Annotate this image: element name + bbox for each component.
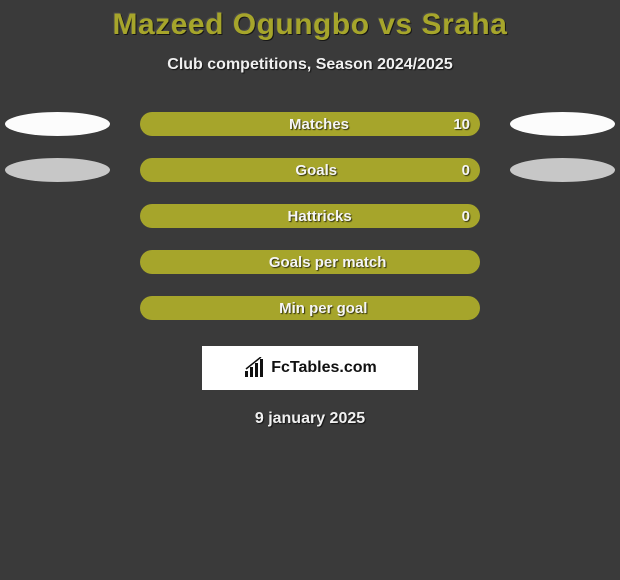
- stat-label: Min per goal: [279, 300, 367, 317]
- right-ellipse: [510, 158, 615, 182]
- stat-row: Matches 10: [0, 112, 620, 136]
- stat-row: Goals per match: [0, 250, 620, 274]
- right-ellipse: [510, 296, 615, 320]
- left-ellipse: [5, 296, 110, 320]
- comparison-card: Mazeed Ogungbo vs Sraha Club competition…: [0, 0, 620, 580]
- subtitle: Club competitions, Season 2024/2025: [0, 56, 620, 74]
- right-ellipse: [510, 250, 615, 274]
- right-ellipse: [510, 112, 615, 136]
- left-ellipse: [5, 112, 110, 136]
- stat-bar: Matches 10: [140, 112, 480, 136]
- stat-rows: Matches 10 Goals 0 Hattricks 0 Goals per match…: [0, 112, 620, 320]
- stat-value: 0: [462, 208, 470, 225]
- date-label: 9 january 2025: [0, 410, 620, 428]
- stat-bar: Goals per match: [140, 250, 480, 274]
- stat-value: 10: [453, 116, 470, 133]
- stat-bar: Goals 0: [140, 158, 480, 182]
- left-ellipse: [5, 250, 110, 274]
- logo-box: FcTables.com: [202, 346, 418, 390]
- stat-value: 0: [462, 162, 470, 179]
- stat-label: Goals: [295, 162, 337, 179]
- stat-bar: Hattricks 0: [140, 204, 480, 228]
- page-title: Mazeed Ogungbo vs Sraha: [0, 8, 620, 42]
- logo: FcTables.com: [243, 357, 377, 379]
- left-ellipse: [5, 158, 110, 182]
- chart-icon: [243, 357, 267, 379]
- stat-row: Hattricks 0: [0, 204, 620, 228]
- right-ellipse: [510, 204, 615, 228]
- stat-bar: Min per goal: [140, 296, 480, 320]
- stat-row: Goals 0: [0, 158, 620, 182]
- stat-label: Hattricks: [288, 208, 352, 225]
- left-ellipse: [5, 204, 110, 228]
- stat-label: Goals per match: [269, 254, 387, 271]
- logo-text: FcTables.com: [271, 359, 377, 377]
- stat-label: Matches: [289, 116, 349, 133]
- stat-row: Min per goal: [0, 296, 620, 320]
